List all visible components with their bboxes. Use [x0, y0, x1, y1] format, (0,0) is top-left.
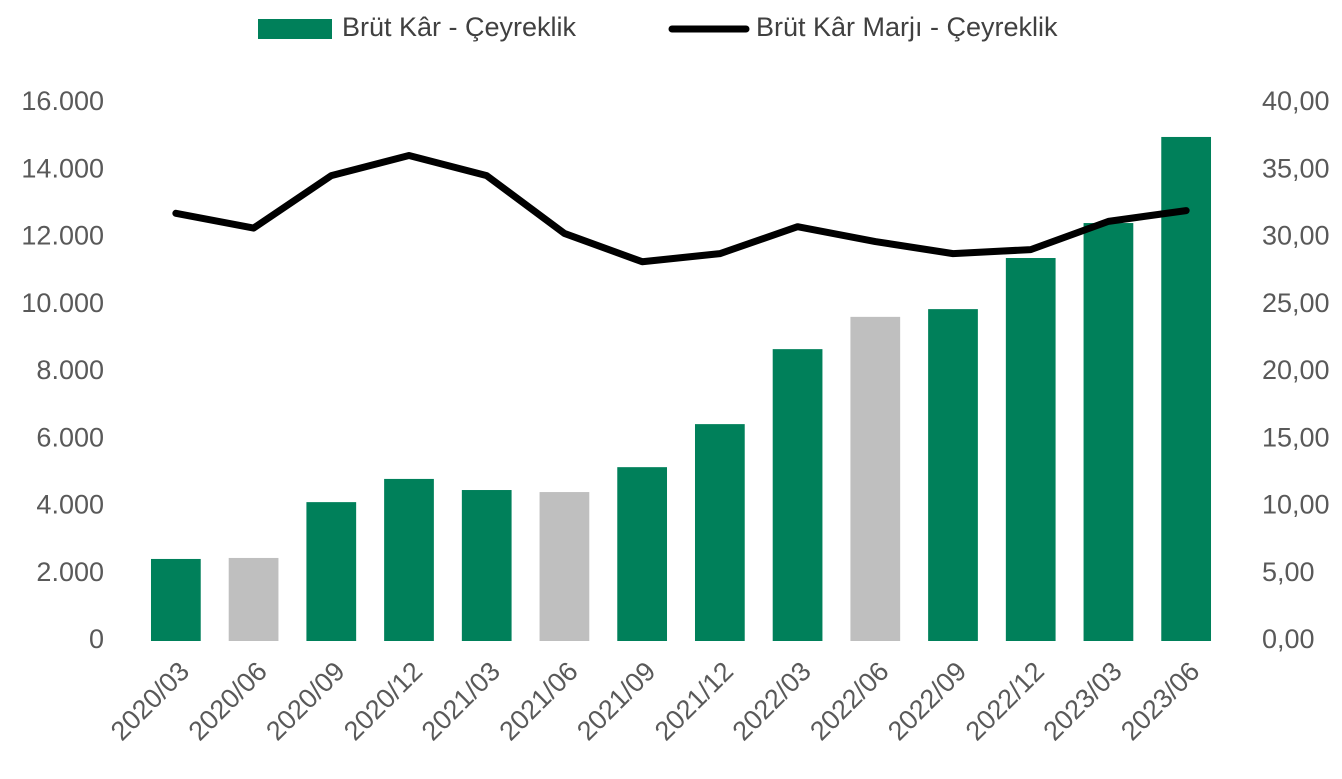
y2-tick-label: 40,00: [1262, 86, 1330, 116]
y-tick-label: 0: [89, 624, 104, 654]
y-tick-label: 14.000: [21, 153, 104, 183]
bar: [772, 349, 823, 641]
bar: [694, 424, 745, 641]
x-tick-label: 2022/06: [804, 656, 894, 746]
x-tick-label: 2020/12: [338, 656, 428, 746]
x-tick-label: 2020/06: [183, 656, 273, 746]
bar: [850, 316, 901, 641]
line: [172, 151, 1190, 266]
y2-tick-label: 10,00: [1262, 490, 1330, 520]
bar: [306, 502, 357, 641]
x-tick-label: 2022/12: [960, 656, 1050, 746]
y2-tick-label: 35,00: [1262, 153, 1330, 183]
bar: [1005, 258, 1056, 641]
y-tick-label: 8.000: [36, 355, 104, 385]
bar: [617, 467, 668, 641]
x-tick-label: 2021/09: [571, 656, 661, 746]
legend-label: Brüt Kâr Marjı - Çeyreklik: [756, 12, 1058, 42]
y-tick-label: 2.000: [36, 557, 104, 587]
x-tick-label: 2020/09: [260, 656, 350, 746]
y2-tick-label: 30,00: [1262, 221, 1330, 251]
x-tick-label: 2021/06: [493, 656, 583, 746]
bar: [461, 490, 512, 641]
x-tick-label: 2022/09: [882, 656, 972, 746]
bar: [150, 558, 201, 641]
x-tick-label: 2021/03: [416, 656, 506, 746]
bar: [228, 557, 279, 641]
bar: [928, 309, 978, 641]
y2-tick-label: 20,00: [1262, 355, 1330, 385]
x-tick-label: 2023/06: [1115, 656, 1205, 746]
y2-tick-label: 0,00: [1262, 624, 1315, 654]
y2-tick-label: 15,00: [1262, 422, 1330, 452]
x-tick-label: 2020/03: [105, 656, 195, 746]
legend-label: Brüt Kâr - Çeyreklik: [342, 12, 577, 42]
y2-tick-label: 25,00: [1262, 288, 1330, 318]
x-tick-label: 2022/03: [727, 656, 817, 746]
x-tick-label: 2023/03: [1037, 656, 1127, 746]
y-tick-label: 6.000: [36, 422, 104, 452]
x-tick-label: 2021/12: [649, 656, 739, 746]
y-tick-label: 10.000: [21, 288, 104, 318]
y-tick-label: 4.000: [36, 490, 104, 520]
bar: [1083, 223, 1134, 641]
y2-tick-label: 5,00: [1262, 557, 1315, 587]
bar: [384, 478, 434, 641]
bar: [539, 492, 590, 641]
y-tick-label: 12.000: [21, 221, 104, 251]
legend-swatch: [258, 19, 332, 39]
y-tick-label: 16.000: [21, 86, 104, 116]
bar: [1161, 136, 1212, 641]
